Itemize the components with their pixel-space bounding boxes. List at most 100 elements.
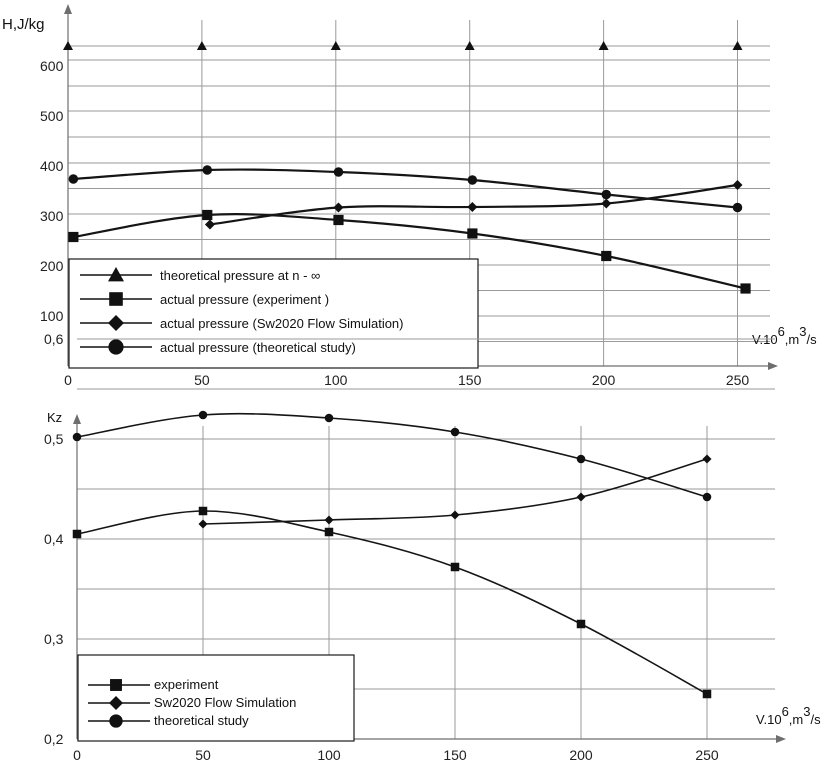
series-diamond-marker-2 [450, 510, 460, 520]
x-tick-label: 100 [317, 747, 341, 763]
series-square-marker-4 [601, 250, 612, 262]
y-axis-label: Kz [47, 410, 62, 425]
x-tick-label: 250 [726, 372, 750, 388]
x-axis-label-exp: 6 [778, 324, 785, 339]
y-tick-label: 0,6 [44, 331, 64, 347]
x-tick-label: 0 [64, 372, 72, 388]
x-tick-label: 150 [443, 747, 467, 763]
x-axis-label-unit-exp: 3 [803, 704, 810, 719]
series-circle-marker-0 [72, 432, 82, 442]
y-tick-label: 400 [40, 158, 64, 174]
series-line-square [72, 213, 747, 290]
y-tick-label: 200 [40, 258, 64, 274]
legend-label: actual pressure (theoretical study) [160, 340, 356, 355]
legend-circle-marker-2 [109, 714, 123, 728]
x-axis-label: V.106,m3/s [752, 324, 817, 347]
x-axis-arrow [776, 735, 786, 743]
legend-square-marker-0 [110, 679, 122, 691]
series-square-marker-0 [72, 529, 82, 539]
series-diamond-marker-4 [702, 454, 712, 464]
series-square-marker-3 [467, 228, 478, 239]
x-axis-label-unit-tail: /s [806, 332, 817, 347]
series-square-marker-2 [333, 214, 344, 226]
series-circle-marker-5 [702, 492, 712, 502]
series-diamond-marker-3 [601, 198, 612, 209]
series-square-marker-1 [198, 506, 208, 516]
x-tick-label: 0 [73, 747, 81, 763]
x-tick-label: 50 [194, 372, 210, 388]
x-axis-label-main: V.10 [756, 712, 782, 727]
legend-label: theoretical study [154, 713, 249, 728]
x-axis-label-unit-exp: 3 [799, 324, 806, 339]
y-tick-label: 0,2 [44, 731, 64, 747]
legend-box [68, 258, 479, 369]
legend-square-marker-1 [109, 292, 123, 306]
series-diamond-marker-2 [467, 202, 478, 212]
series-diamond-marker-1 [324, 515, 334, 525]
y-tick-label: 0,4 [44, 531, 64, 547]
y-tick-label: 600 [40, 58, 64, 74]
legend-triangle-marker-0 [108, 267, 124, 282]
x-axis-arrow [768, 362, 778, 370]
series-circle-marker-0 [68, 174, 79, 184]
series-square-marker-4 [576, 619, 586, 629]
x-axis-label: V.106,m3/s [756, 704, 821, 727]
series-square-marker-0 [68, 231, 79, 243]
series-line-circle [76, 412, 708, 498]
legend-label: actual pressure (Sw2020 Flow Simulation) [160, 316, 404, 331]
series-square-marker-5 [702, 689, 712, 699]
legend-label: theoretical pressure at n - ∞ [160, 268, 320, 283]
series-circle-marker-2 [324, 413, 334, 423]
series-triangle-marker-4 [598, 41, 609, 50]
legend-diamond-marker-1 [109, 696, 123, 710]
x-tick-label: 50 [195, 747, 211, 763]
series-line-square [76, 510, 708, 695]
y-tick-label: 100 [40, 308, 64, 324]
series-line-circle [72, 168, 739, 209]
series-diamond-marker-3 [576, 492, 586, 502]
series-triangle-marker-5 [732, 41, 743, 50]
series-square-marker-5 [740, 283, 751, 294]
legend-label: actual pressure (experiment ) [160, 292, 329, 307]
y-axis-arrow [64, 4, 72, 14]
legend-circle-marker-3 [108, 339, 124, 355]
series-circle-marker-1 [202, 165, 213, 175]
x-tick-label: 200 [569, 747, 593, 763]
series-circle-marker-5 [732, 202, 743, 213]
series-circle-marker-3 [450, 427, 460, 437]
legend-label: Sw2020 Flow Simulation [154, 695, 296, 710]
series-triangle-marker-2 [330, 41, 341, 50]
series-diamond-marker-0 [198, 519, 208, 529]
x-tick-label: 150 [458, 372, 482, 388]
kz-chart: 0,2 0,3 0,4 0,5 0,6 0 50 100 150 200 250 Kz V.106,m3… [44, 331, 821, 763]
legend-label: experiment [154, 677, 219, 692]
series-triangle-marker-3 [464, 41, 475, 50]
series-circle-marker-1 [198, 410, 208, 420]
legend: theoretical pressure at n - ∞ actual pres… [68, 258, 479, 369]
x-axis-label-unit-tail: /s [810, 712, 821, 727]
series-diamond-marker-4 [732, 180, 743, 190]
series-diamond-marker-0 [204, 219, 215, 230]
x-tick-label: 250 [695, 747, 719, 763]
series-circle-marker-4 [576, 454, 586, 464]
y-axis-arrow [73, 414, 81, 424]
x-tick-label: 200 [592, 372, 616, 388]
y-tick-label: 0,5 [44, 431, 64, 447]
y-axis-label: H,J/kg [2, 16, 45, 33]
pressure-chart: 100 200 300 400 500 600 0 50 100 150 200 250 H,J/kg V… [2, 4, 817, 388]
y-tick-label: 500 [40, 108, 64, 124]
series-circle-marker-3 [467, 175, 478, 185]
series-square-marker-2 [324, 527, 334, 537]
series-square-marker-1 [202, 209, 213, 221]
series-triangle-marker-0 [63, 41, 73, 50]
y-tick-label: 0,3 [44, 631, 64, 647]
legend: experiment Sw2020 Flow Simulation theoreti… [77, 654, 355, 742]
x-tick-label: 100 [324, 372, 348, 388]
series-circle-marker-4 [601, 189, 612, 200]
legend-box [77, 654, 355, 742]
y-tick-label: 300 [40, 208, 64, 224]
series-triangle-marker-1 [196, 41, 207, 50]
x-axis-label-unit: ,m [789, 712, 803, 727]
series-diamond-marker-1 [333, 202, 344, 213]
